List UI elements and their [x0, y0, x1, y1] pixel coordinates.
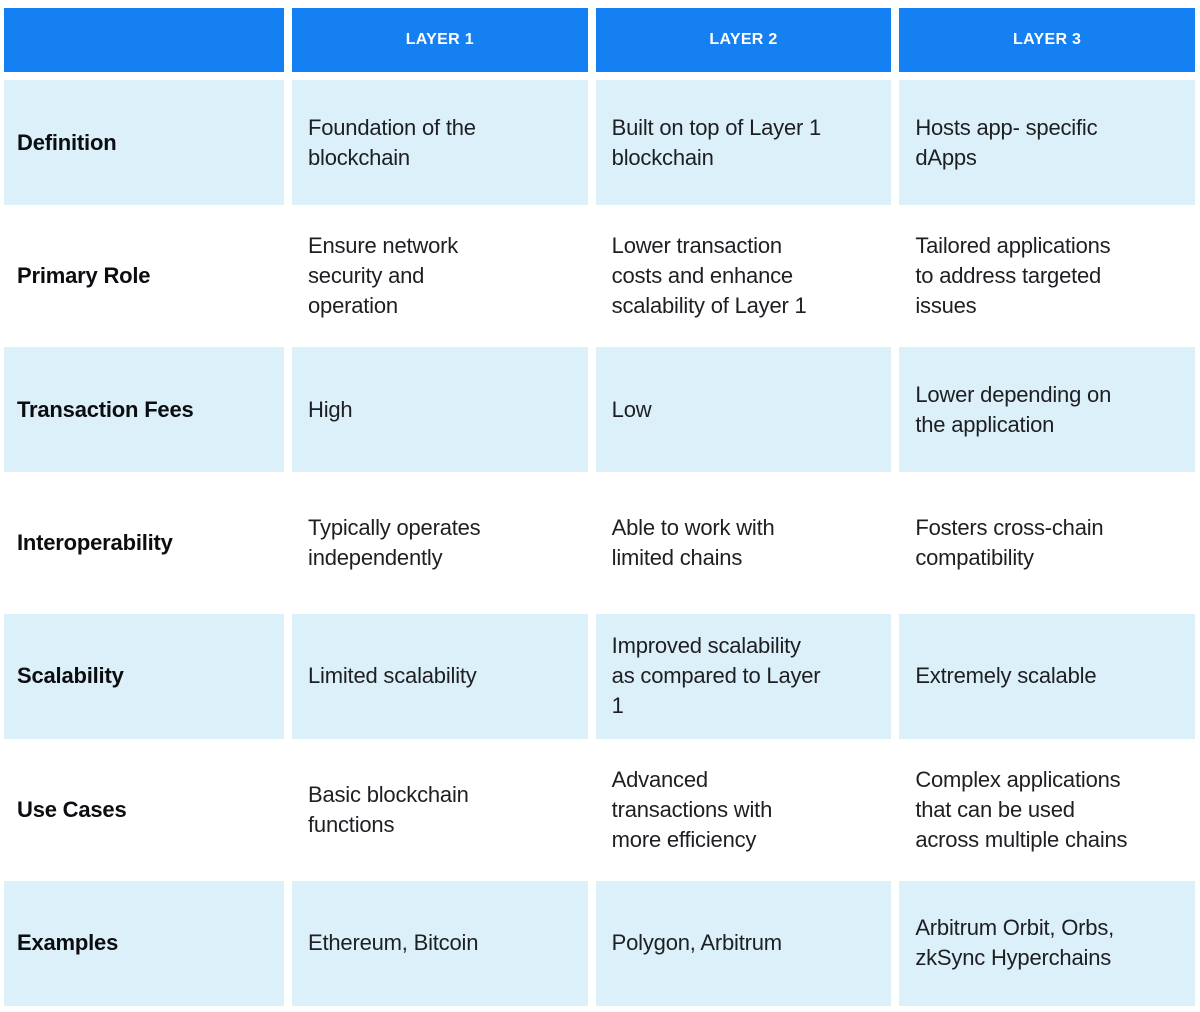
- row-label-use-cases: Use Cases: [4, 747, 284, 873]
- cell-scalability-layer2: Improved scalability as compared to Laye…: [595, 613, 892, 740]
- row-label-transaction-fees: Transaction Fees: [4, 346, 284, 473]
- cell-scalability-layer1: Limited scalability: [292, 613, 588, 740]
- cell-use-cases-layer3: Complex applications that can be used ac…: [899, 747, 1195, 873]
- header-layer-3: LAYER 3: [899, 8, 1195, 72]
- cell-interoperability-layer1: Typically operates independently: [292, 480, 588, 606]
- cell-interoperability-layer2: Able to work with limited chains: [595, 480, 892, 606]
- cell-use-cases-layer2: Advanced transactions with more efficien…: [595, 747, 892, 873]
- header-corner-cell: [4, 8, 284, 72]
- cell-examples-layer1: Ethereum, Bitcoin: [292, 880, 588, 1006]
- cell-transaction-fees-layer2: Low: [595, 346, 892, 473]
- cell-transaction-fees-layer3: Lower depending on the application: [899, 346, 1195, 473]
- cell-primary-role-layer2: Lower transaction costs and enhance scal…: [595, 213, 892, 339]
- row-label-definition: Definition: [4, 80, 284, 206]
- row-label-primary-role: Primary Role: [4, 213, 284, 339]
- cell-primary-role-layer1: Ensure network security and operation: [292, 213, 588, 339]
- row-label-scalability: Scalability: [4, 613, 284, 740]
- header-layer-1: LAYER 1: [292, 8, 588, 72]
- cell-definition-layer3: Hosts app- specific dApps: [899, 80, 1195, 206]
- cell-examples-layer3: Arbitrum Orbit, Orbs, zkSync Hyperchains: [899, 880, 1195, 1006]
- cell-primary-role-layer3: Tailored applications to address targete…: [899, 213, 1195, 339]
- cell-use-cases-layer1: Basic blockchain functions: [292, 747, 588, 873]
- header-layer-2: LAYER 2: [595, 8, 892, 72]
- cell-transaction-fees-layer1: High: [292, 346, 588, 473]
- cell-definition-layer2: Built on top of Layer 1 blockchain: [595, 80, 892, 206]
- row-label-examples: Examples: [4, 880, 284, 1006]
- cell-definition-layer1: Foundation of the blockchain: [292, 80, 588, 206]
- cell-interoperability-layer3: Fosters cross-chain compatibility: [899, 480, 1195, 606]
- cell-scalability-layer3: Extremely scalable: [899, 613, 1195, 740]
- cell-examples-layer2: Polygon, Arbitrum: [595, 880, 892, 1006]
- row-label-interoperability: Interoperability: [4, 480, 284, 606]
